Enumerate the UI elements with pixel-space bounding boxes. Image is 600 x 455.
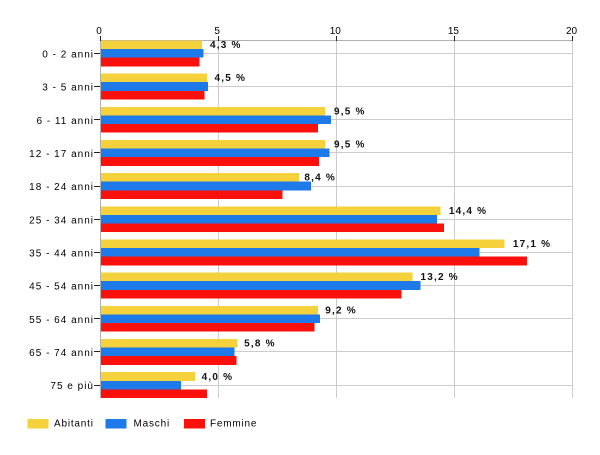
svg-text:35 - 44 anni: 35 - 44 anni bbox=[29, 248, 94, 259]
svg-text:4,5 %: 4,5 % bbox=[215, 73, 247, 84]
svg-text:65 - 74 anni: 65 - 74 anni bbox=[29, 348, 94, 359]
svg-text:9,5 %: 9,5 % bbox=[334, 140, 366, 151]
svg-text:15: 15 bbox=[448, 26, 460, 37]
svg-text:Femmine: Femmine bbox=[210, 419, 257, 430]
svg-text:10: 10 bbox=[330, 26, 342, 37]
svg-text:18 - 24 anni: 18 - 24 anni bbox=[29, 182, 94, 193]
svg-text:3 - 5 anni: 3 - 5 anni bbox=[42, 83, 94, 94]
svg-text:25 - 34 anni: 25 - 34 anni bbox=[29, 215, 94, 226]
svg-text:Abitanti: Abitanti bbox=[54, 419, 94, 430]
svg-text:75 e più: 75 e più bbox=[50, 381, 94, 392]
svg-text:12 - 17 anni: 12 - 17 anni bbox=[29, 149, 94, 160]
svg-text:20: 20 bbox=[566, 26, 578, 37]
svg-text:9,5 %: 9,5 % bbox=[334, 106, 366, 117]
svg-text:14,4 %: 14,4 % bbox=[449, 206, 487, 217]
svg-text:4,0 %: 4,0 % bbox=[202, 372, 234, 383]
svg-text:4,3 %: 4,3 % bbox=[210, 40, 242, 51]
svg-text:5: 5 bbox=[214, 26, 220, 37]
svg-text:Maschi: Maschi bbox=[134, 419, 170, 430]
svg-text:45 - 54 anni: 45 - 54 anni bbox=[29, 282, 94, 293]
svg-text:55 - 64 anni: 55 - 64 anni bbox=[29, 315, 94, 326]
svg-text:9,2 %: 9,2 % bbox=[325, 305, 357, 316]
svg-text:17,1 %: 17,1 % bbox=[513, 239, 551, 250]
svg-text:8,4 %: 8,4 % bbox=[304, 173, 336, 184]
svg-text:13,2 %: 13,2 % bbox=[421, 272, 459, 283]
svg-text:0 - 2 anni: 0 - 2 anni bbox=[42, 49, 94, 60]
svg-text:5,8 %: 5,8 % bbox=[244, 339, 276, 350]
svg-text:0: 0 bbox=[96, 26, 102, 37]
svg-text:6 - 11 anni: 6 - 11 anni bbox=[36, 116, 94, 127]
